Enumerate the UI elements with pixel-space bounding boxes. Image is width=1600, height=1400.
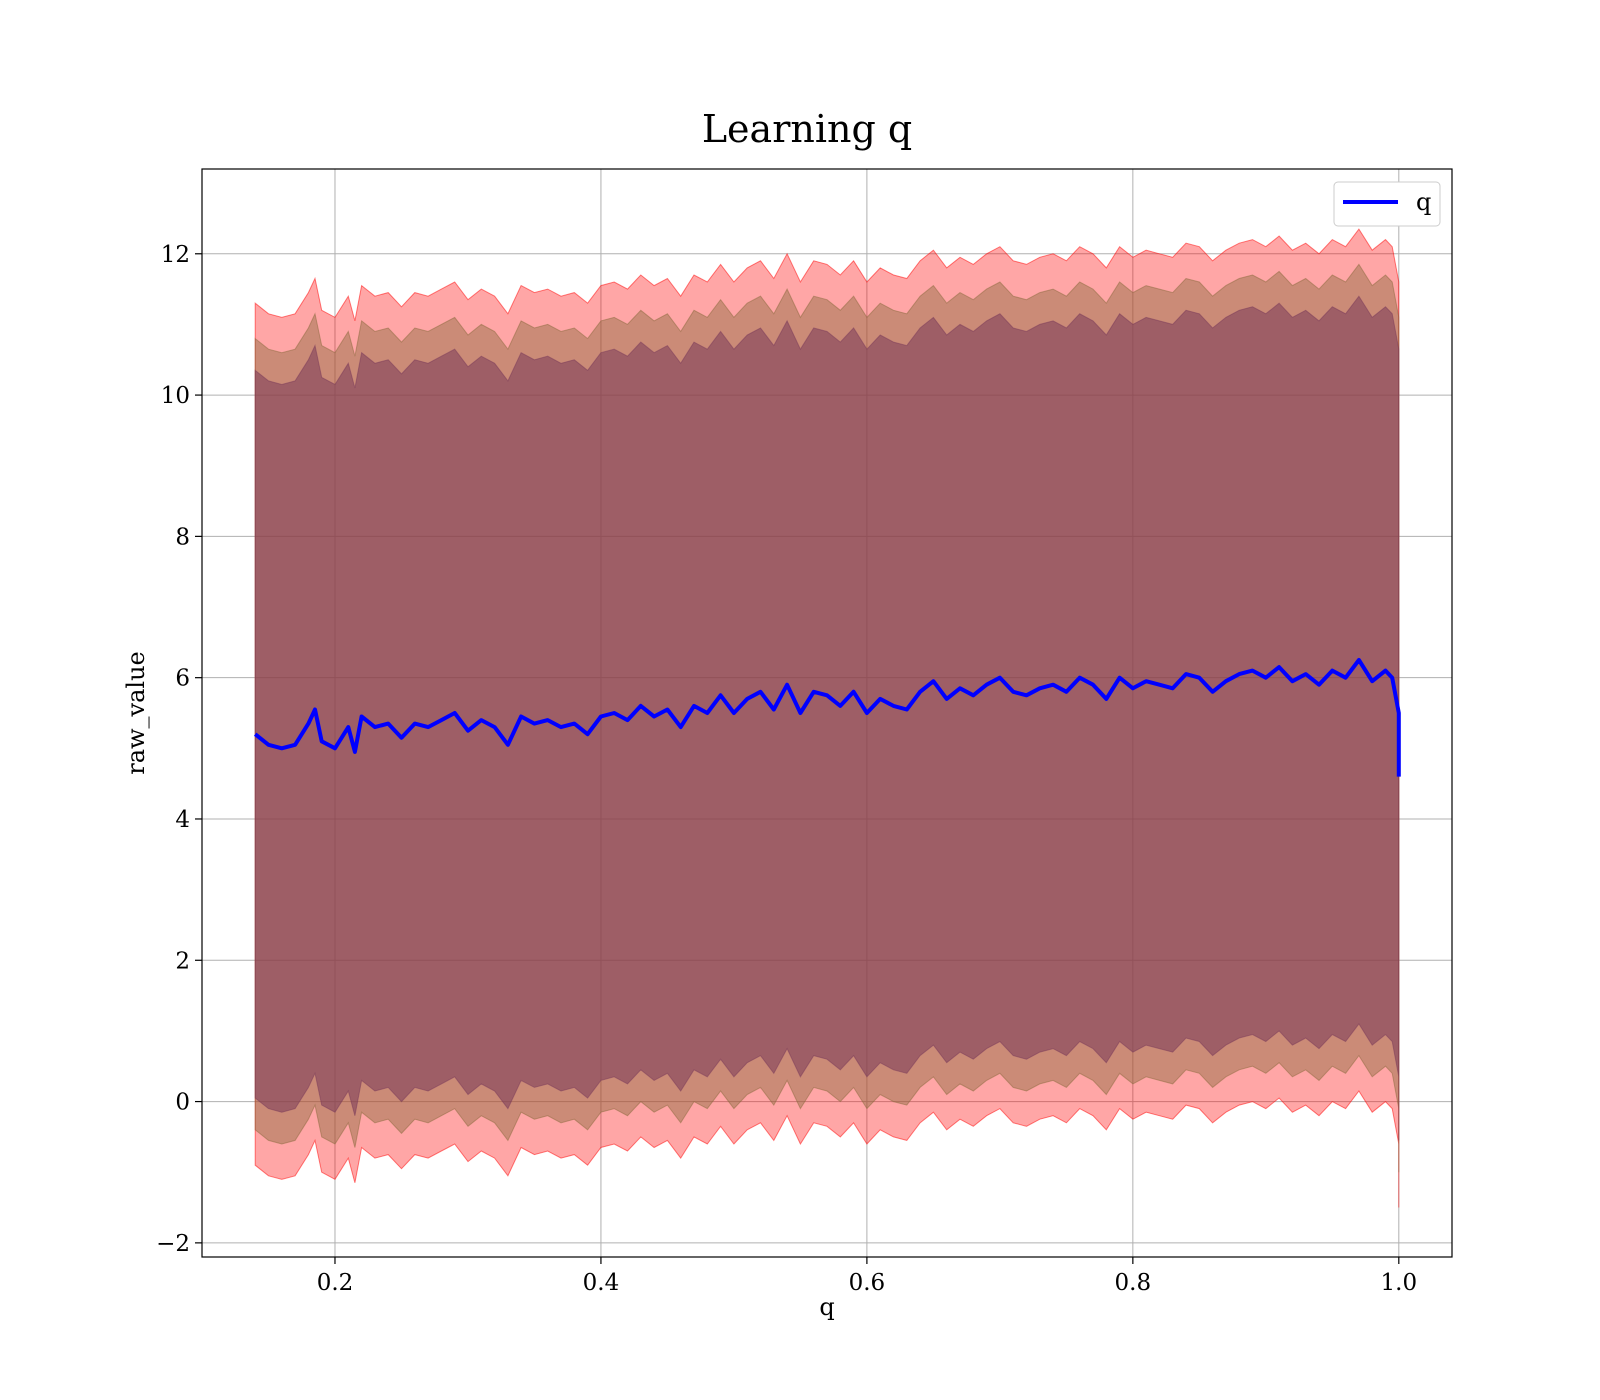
y-tick-label: 4 bbox=[175, 807, 190, 833]
series-lines bbox=[253, 658, 1401, 777]
y-axis-ticks: −2 0 2 4 6 8 10 12 bbox=[156, 242, 202, 1257]
x-axis-label: q bbox=[819, 1293, 834, 1321]
x-tick-label: 1.0 bbox=[1381, 1270, 1418, 1296]
y-tick-label: −2 bbox=[156, 1231, 190, 1257]
x-tick-label: 0.2 bbox=[317, 1270, 354, 1296]
y-tick-label: 6 bbox=[175, 666, 190, 692]
band-inner bbox=[254, 295, 1400, 1141]
x-tick-label: 0.8 bbox=[1115, 1270, 1152, 1296]
series-line-q bbox=[253, 658, 1401, 777]
y-tick-label: 2 bbox=[175, 948, 190, 974]
y-tick-label: 10 bbox=[161, 383, 190, 409]
y-tick-label: 12 bbox=[161, 242, 190, 268]
x-tick-label: 0.4 bbox=[583, 1270, 620, 1296]
chart-title: Learning q bbox=[702, 107, 912, 151]
y-tick-label: 8 bbox=[175, 524, 190, 550]
legend-label-q: q bbox=[1416, 188, 1431, 216]
x-tick-label: 0.6 bbox=[849, 1270, 886, 1296]
confidence-bands bbox=[254, 228, 1400, 1208]
legend: q bbox=[1333, 181, 1441, 227]
y-tick-label: 0 bbox=[175, 1090, 190, 1116]
plot-frame bbox=[201, 168, 1453, 1258]
y-axis-label: raw_value bbox=[122, 651, 150, 775]
x-axis-ticks: 0.2 0.4 0.6 0.8 1.0 bbox=[317, 1257, 1417, 1296]
